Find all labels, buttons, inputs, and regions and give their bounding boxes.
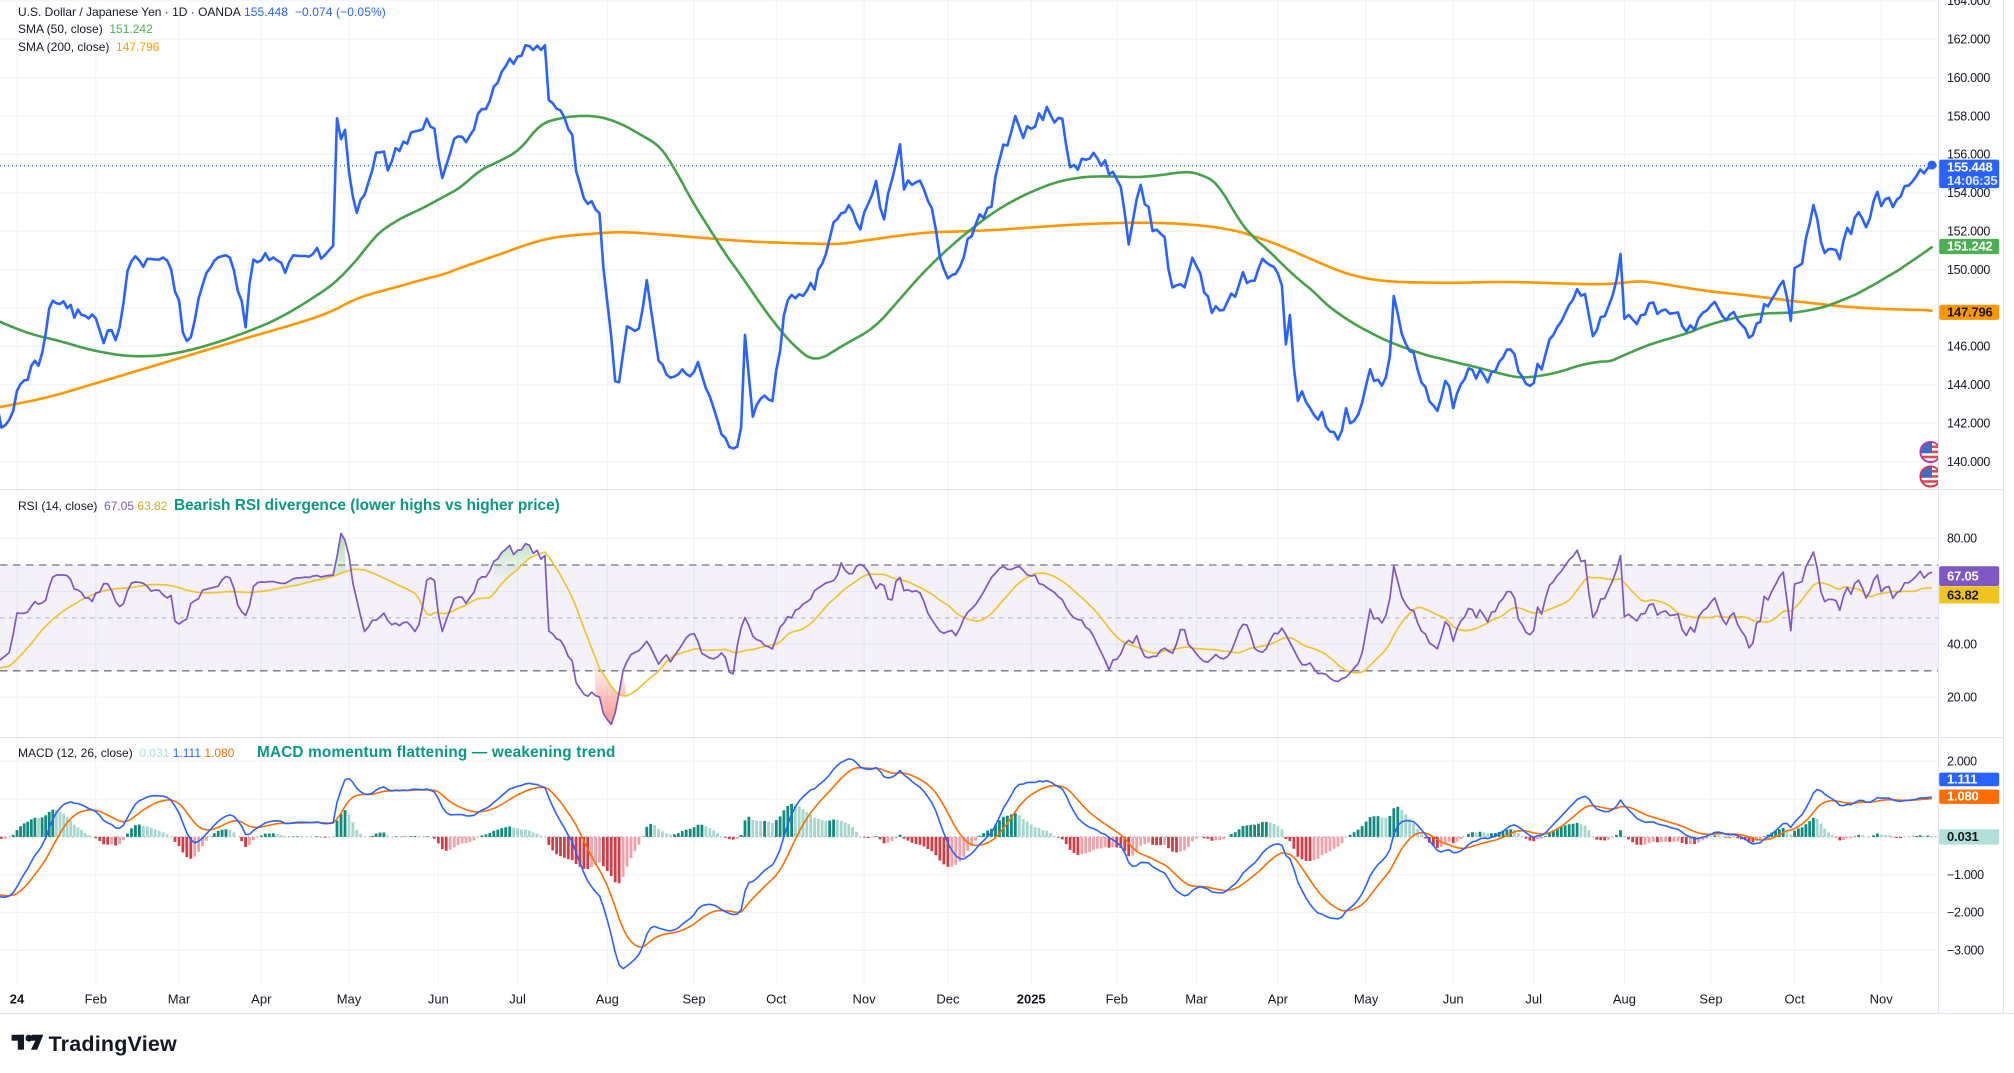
svg-text:Nov: Nov <box>853 992 877 1007</box>
svg-text:150.000: 150.000 <box>1947 263 1990 277</box>
svg-text:0.031: 0.031 <box>1947 829 1979 844</box>
svg-text:TradingView: TradingView <box>49 1032 178 1056</box>
svg-text:Mar: Mar <box>168 992 191 1007</box>
svg-text:164.000: 164.000 <box>1947 0 1990 8</box>
svg-text:144.000: 144.000 <box>1947 378 1990 392</box>
svg-text:Jun: Jun <box>428 992 449 1007</box>
svg-text:Jun: Jun <box>1443 992 1464 1007</box>
svg-text:2.000: 2.000 <box>1947 755 1977 769</box>
svg-text:Aug: Aug <box>596 992 619 1007</box>
svg-text:14:06:35: 14:06:35 <box>1947 173 1997 188</box>
svg-text:24: 24 <box>10 992 25 1007</box>
svg-text:20.00: 20.00 <box>1947 690 1977 704</box>
svg-text:80.00: 80.00 <box>1947 532 1977 546</box>
svg-text:Feb: Feb <box>1106 992 1128 1007</box>
svg-text:−1.000: −1.000 <box>1947 868 1984 882</box>
svg-text:Sep: Sep <box>1699 992 1722 1007</box>
svg-text:−2.000: −2.000 <box>1947 906 1984 920</box>
svg-text:May: May <box>337 992 362 1007</box>
svg-text:May: May <box>1354 992 1379 1007</box>
svg-text:Sep: Sep <box>683 992 706 1007</box>
svg-text:142.000: 142.000 <box>1947 417 1990 431</box>
svg-text:Feb: Feb <box>85 992 107 1007</box>
svg-text:Jul: Jul <box>509 992 526 1007</box>
svg-text:162.000: 162.000 <box>1947 33 1990 47</box>
svg-text:152.000: 152.000 <box>1947 225 1990 239</box>
svg-text:155.448: 155.448 <box>1947 159 1993 174</box>
svg-text:63.82: 63.82 <box>1947 588 1979 603</box>
svg-text:Aug: Aug <box>1613 992 1636 1007</box>
svg-text:156.000: 156.000 <box>1947 148 1990 162</box>
svg-text:2025: 2025 <box>1017 992 1046 1007</box>
svg-text:154.000: 154.000 <box>1947 186 1990 200</box>
svg-text:Oct: Oct <box>1784 992 1805 1007</box>
svg-text:1.080: 1.080 <box>1947 789 1979 804</box>
svg-text:Mar: Mar <box>1185 992 1208 1007</box>
svg-text:−3.000: −3.000 <box>1947 944 1984 958</box>
svg-text:160.000: 160.000 <box>1947 71 1990 85</box>
svg-text:140.000: 140.000 <box>1947 455 1990 469</box>
svg-text:Dec: Dec <box>936 992 960 1007</box>
svg-text:67.05: 67.05 <box>1947 569 1979 584</box>
svg-text:147.796: 147.796 <box>1947 304 1993 319</box>
svg-text:40.00: 40.00 <box>1947 638 1977 652</box>
svg-text:Nov: Nov <box>1870 992 1894 1007</box>
svg-text:151.242: 151.242 <box>1947 239 1993 254</box>
svg-text:158.000: 158.000 <box>1947 109 1990 123</box>
svg-text:Jul: Jul <box>1525 992 1542 1007</box>
svg-text:146.000: 146.000 <box>1947 340 1990 354</box>
svg-text:Apr: Apr <box>1268 992 1289 1007</box>
svg-text:Oct: Oct <box>766 992 787 1007</box>
svg-text:1.111: 1.111 <box>1947 772 1977 787</box>
svg-text:Apr: Apr <box>251 992 272 1007</box>
